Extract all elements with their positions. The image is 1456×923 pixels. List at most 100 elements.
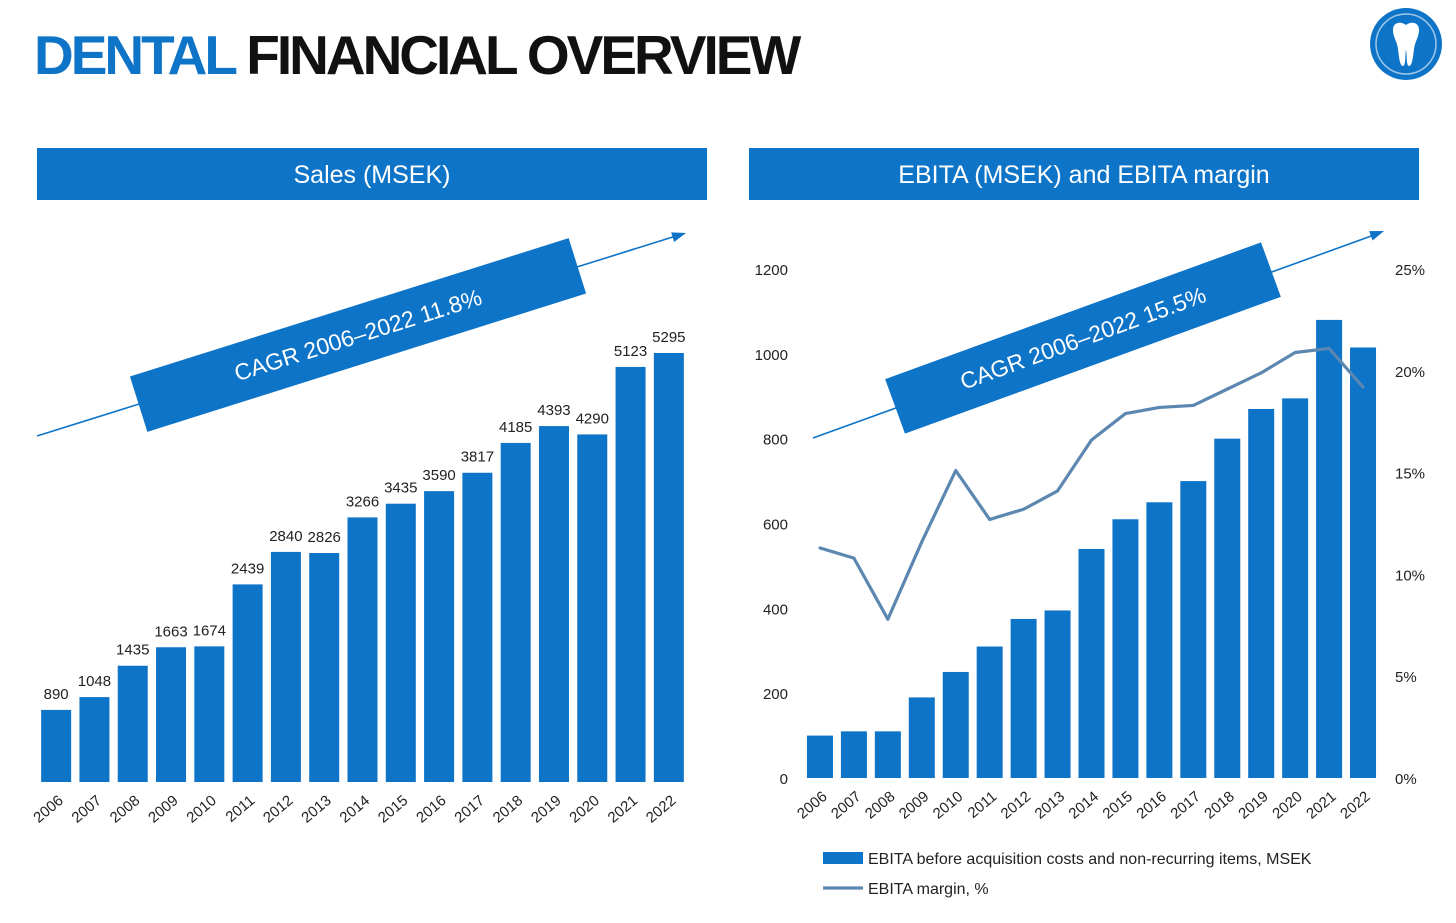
sales-x-tick: 2017 bbox=[451, 792, 487, 826]
ebita-x-tick: 2012 bbox=[998, 788, 1034, 822]
sales-x-tick: 2011 bbox=[223, 792, 259, 826]
ebita-left-axis-tick: 1200 bbox=[755, 262, 788, 279]
sales-value-label: 1435 bbox=[116, 642, 149, 659]
sales-x-tick: 2018 bbox=[490, 792, 526, 826]
ebita-left-axis-tick: 1000 bbox=[755, 347, 788, 364]
ebita-x-tick: 2017 bbox=[1167, 788, 1203, 822]
sales-x-tick: 2014 bbox=[337, 792, 373, 826]
sales-value-label: 1663 bbox=[154, 623, 187, 640]
legend-bar-label: EBITA before acquisition costs and non-r… bbox=[868, 851, 1312, 868]
ebita-x-tick: 2014 bbox=[1066, 788, 1102, 822]
sales-bar-2017 bbox=[462, 472, 493, 782]
ebita-cagr-banner-label: CAGR 2006–2022 15.5% bbox=[957, 281, 1210, 394]
ebita-bar-2020 bbox=[1282, 398, 1309, 778]
sales-bar-2012 bbox=[270, 551, 301, 782]
ebita-right-axis-tick: 5% bbox=[1395, 669, 1417, 686]
ebita-bar-2007 bbox=[840, 731, 867, 778]
ebita-margin-point bbox=[1123, 412, 1127, 416]
ebita-x-tick: 2021 bbox=[1303, 788, 1339, 822]
ebita-right-axis-tick: 15% bbox=[1395, 466, 1425, 483]
ebita-bar-2010 bbox=[942, 671, 969, 778]
ebita-right-axis-tick: 10% bbox=[1395, 567, 1425, 584]
sales-value-label: 3266 bbox=[346, 493, 379, 510]
sales-bar-2019 bbox=[538, 426, 569, 782]
ebita-margin-point bbox=[886, 617, 890, 621]
ebita-margin-point bbox=[1191, 403, 1195, 407]
title-accent: DENTAL bbox=[34, 24, 237, 86]
sales-value-label: 890 bbox=[44, 686, 69, 703]
ebita-x-tick: 2006 bbox=[794, 788, 830, 822]
sales-x-tick: 2009 bbox=[145, 792, 181, 826]
sales-value-label: 3817 bbox=[461, 449, 494, 466]
ebita-bar-2013 bbox=[1044, 610, 1071, 778]
ebita-left-axis-tick: 600 bbox=[763, 517, 788, 534]
ebita-x-tick: 2007 bbox=[828, 788, 864, 822]
tooth-icon bbox=[1370, 8, 1442, 80]
ebita-bar-2006 bbox=[806, 735, 833, 778]
ebita-bar-2008 bbox=[874, 731, 901, 778]
ebita-x-tick: 2016 bbox=[1133, 788, 1169, 822]
ebita-x-tick: 2018 bbox=[1201, 788, 1237, 822]
ebita-left-axis-tick: 400 bbox=[763, 601, 788, 618]
ebita-x-tick: 2009 bbox=[896, 788, 932, 822]
ebita-bar-2015 bbox=[1112, 519, 1139, 778]
sales-cagr-banner: CAGR 2006–2022 11.8% bbox=[129, 238, 587, 432]
ebita-x-tick: 2022 bbox=[1337, 788, 1373, 822]
ebita-x-tick: 2015 bbox=[1100, 788, 1136, 822]
sales-bar-2010 bbox=[194, 646, 225, 782]
ebita-margin-point bbox=[1327, 346, 1331, 350]
sales-panel-header: Sales (MSEK) bbox=[37, 148, 707, 200]
sales-x-tick: 2012 bbox=[260, 792, 296, 826]
ebita-margin-point bbox=[1225, 387, 1229, 391]
ebita-margin-point bbox=[1090, 438, 1093, 442]
sales-value-label: 3435 bbox=[384, 480, 417, 497]
sales-x-tick: 2019 bbox=[528, 792, 564, 826]
sales-x-tick: 2015 bbox=[375, 792, 411, 826]
sales-bar-2009 bbox=[156, 647, 187, 782]
ebita-right-axis-tick: 20% bbox=[1395, 364, 1425, 381]
sales-x-tick: 2020 bbox=[566, 792, 602, 826]
ebita-margin-point bbox=[1259, 371, 1263, 375]
sales-value-label: 1674 bbox=[193, 622, 226, 639]
title-main: FINANCIAL OVERVIEW bbox=[246, 24, 801, 86]
ebita-cagr-banner-box bbox=[885, 242, 1281, 434]
ebita-left-axis-tick: 200 bbox=[763, 686, 788, 703]
ebita-left-axis-tick: 0 bbox=[780, 771, 788, 788]
sales-value-label: 4393 bbox=[537, 402, 570, 419]
sales-value-label: 2439 bbox=[231, 560, 264, 577]
ebita-margin-point bbox=[920, 540, 924, 544]
ebita-margin-point bbox=[1157, 405, 1161, 409]
sales-x-tick: 2021 bbox=[605, 792, 641, 826]
sales-x-tick: 2006 bbox=[30, 792, 66, 826]
ebita-bar-2014 bbox=[1078, 548, 1105, 778]
sales-bar-2021 bbox=[615, 366, 646, 782]
ebita-panel-header: EBITA (MSEK) and EBITA margin bbox=[749, 148, 1419, 200]
ebita-right-axis-tick: 0% bbox=[1395, 771, 1417, 788]
ebita-bar-2011 bbox=[976, 646, 1003, 778]
sales-bar-2022 bbox=[653, 353, 684, 782]
sales-x-tick: 2013 bbox=[298, 792, 334, 826]
sales-value-label: 4290 bbox=[576, 410, 609, 427]
sales-x-tick: 2022 bbox=[643, 792, 679, 826]
sales-bar-2006 bbox=[41, 709, 72, 782]
ebita-bar-2018 bbox=[1214, 438, 1241, 778]
ebita-right-axis-tick: 25% bbox=[1395, 262, 1425, 279]
sales-x-tick: 2016 bbox=[413, 792, 449, 826]
sales-value-label: 5123 bbox=[614, 343, 647, 360]
sales-bar-2016 bbox=[424, 491, 455, 782]
ebita-bar-2019 bbox=[1248, 408, 1275, 778]
ebita-x-tick: 2008 bbox=[862, 788, 898, 822]
ebita-x-tick: 2019 bbox=[1235, 788, 1271, 822]
ebita-x-tick: 2020 bbox=[1269, 788, 1305, 822]
sales-value-label: 2826 bbox=[308, 529, 341, 546]
ebita-x-tick: 2013 bbox=[1032, 788, 1068, 822]
ebita-margin-point bbox=[852, 556, 856, 560]
ebita-bar-2009 bbox=[908, 697, 935, 778]
ebita-trend-arrowhead bbox=[1369, 231, 1384, 241]
sales-value-label: 3590 bbox=[422, 467, 455, 484]
sales-bar-2020 bbox=[577, 434, 608, 782]
ebita-margin-point bbox=[954, 469, 958, 473]
ebita-cagr-banner: CAGR 2006–2022 15.5% bbox=[885, 242, 1281, 434]
ebita-bar-2012 bbox=[1010, 618, 1037, 778]
